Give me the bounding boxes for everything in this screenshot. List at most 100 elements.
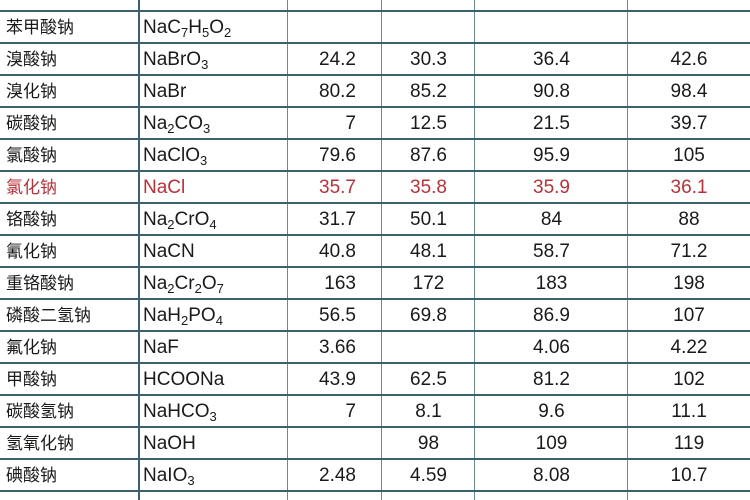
compound-name: 甲酸钠: [6, 370, 57, 390]
solubility-value: 43.9: [319, 369, 356, 390]
solubility-value: 119: [673, 433, 705, 454]
solubility-value: [382, 12, 475, 42]
solubility-value: 58.7: [533, 241, 570, 262]
column-divider: [381, 0, 382, 500]
compound-formula: Na2CO3: [143, 113, 211, 136]
table-row: 氯酸钠 NaClO3 79.6 87.6 95.9 105: [0, 138, 750, 170]
solubility-value: 105: [673, 145, 705, 166]
solubility-value: 9.6: [538, 401, 565, 422]
solubility-value: 198: [673, 273, 705, 294]
compound-name: 碳酸钠: [6, 114, 57, 134]
compound-formula: NaIO3: [143, 465, 195, 488]
compound-formula: NaF: [143, 337, 179, 358]
table-row: 苯甲酸钠 NaC7H5O2: [0, 10, 750, 42]
solubility-value: 79.6: [319, 145, 356, 166]
solubility-value: 48.1: [410, 241, 447, 262]
compound-name: 苯甲酸钠: [6, 18, 74, 38]
compound-formula: Na2Cr2O7: [143, 273, 224, 296]
solubility-value: 85.2: [410, 81, 447, 102]
solubility-value: 88: [678, 209, 700, 230]
compound-name: 氯化钠: [6, 178, 57, 198]
column-divider: [474, 0, 475, 500]
compound-formula: NaHCO3: [143, 401, 217, 424]
solubility-value: 30.3: [410, 49, 447, 70]
table-row: 氰化钠 NaCN 40.8 48.1 58.7 71.2: [0, 234, 750, 266]
solubility-value: 107: [673, 305, 705, 326]
compound-formula: NaH2PO4: [143, 305, 223, 328]
solubility-value: 71.2: [670, 241, 708, 262]
compound-name: 铬酸钠: [6, 210, 57, 230]
table-row: 碳酸氢钠 NaHCO3 7 8.1 9.6 11.1: [0, 394, 750, 426]
compound-formula: Na2CrO4: [143, 209, 217, 232]
compound-formula: NaBr: [143, 81, 187, 102]
table-row: 氢氧化钠 NaOH 98 109 119: [0, 426, 750, 458]
solubility-value: 81.2: [533, 369, 570, 390]
compound-formula: NaClO3: [143, 145, 208, 168]
compound-formula: NaCN: [143, 241, 195, 262]
solubility-value: [628, 12, 750, 42]
compound-formula: NaOH: [143, 433, 196, 454]
solubility-value: 31.7: [319, 209, 356, 230]
solubility-value: 8.1: [415, 401, 442, 422]
compound-name: 碳酸氢钠: [6, 402, 74, 422]
compound-formula: NaC7H5O2: [143, 17, 232, 40]
solubility-value: [475, 12, 628, 42]
solubility-value: 40.8: [319, 241, 356, 262]
solubility-value: 3.66: [319, 337, 356, 358]
table-row: 氯化钠 NaCl 35.7 35.8 35.9 36.1: [0, 170, 750, 202]
compound-name: 氰化钠: [6, 242, 57, 262]
solubility-value: 4.59: [410, 465, 447, 486]
compound-name: 氟化钠: [6, 338, 57, 358]
solubility-value: 21.5: [533, 113, 570, 134]
solubility-value: 163: [324, 273, 356, 294]
solubility-value: 8.08: [533, 465, 570, 486]
table-row-partial: [0, 490, 750, 492]
solubility-value: 35.7: [319, 177, 356, 198]
compound-name: 氯酸钠: [6, 146, 57, 166]
compound-formula: NaCl: [143, 177, 186, 198]
solubility-value: 95.9: [533, 145, 570, 166]
compound-name: 磷酸二氢钠: [6, 306, 91, 326]
solubility-value: 7: [345, 401, 356, 422]
table-row: 氟化钠 NaF 3.66 4.06 4.22: [0, 330, 750, 362]
table-row: 溴化钠 NaBr 80.2 85.2 90.8 98.4: [0, 74, 750, 106]
compound-name: 碘酸钠: [6, 466, 57, 486]
solubility-value: 12.5: [410, 113, 447, 134]
solubility-value: 4.22: [670, 337, 708, 358]
table-row: 碘酸钠 NaIO3 2.48 4.59 8.08 10.7: [0, 458, 750, 490]
table-row: 磷酸二氢钠 NaH2PO4 56.5 69.8 86.9 107: [0, 298, 750, 330]
column-divider: [287, 0, 288, 500]
solubility-value: 36.4: [533, 49, 570, 70]
table-row: 甲酸钠 HCOONa 43.9 62.5 81.2 102: [0, 362, 750, 394]
solubility-value: [288, 428, 382, 458]
compound-name: 重铬酸钠: [6, 274, 74, 294]
solubility-value: 98: [417, 433, 440, 454]
solubility-value: 183: [535, 273, 568, 294]
solubility-value: 50.1: [410, 209, 447, 230]
solubility-value: [288, 12, 382, 42]
solubility-value: 2.48: [319, 465, 356, 486]
compound-name: 溴酸钠: [6, 50, 57, 70]
table-row: 碳酸钠 Na2CO3 7 12.5 21.5 39.7: [0, 106, 750, 138]
solubility-value: 69.8: [410, 305, 447, 326]
compound-name: 氢氧化钠: [6, 434, 74, 454]
compound-formula: HCOONa: [143, 369, 225, 390]
solubility-value: 35.8: [410, 177, 447, 198]
solubility-value: 62.5: [410, 369, 447, 390]
solubility-value: 4.06: [533, 337, 570, 358]
solubility-value: 7: [345, 113, 356, 134]
solubility-value: 42.6: [670, 49, 708, 70]
table-row: 重铬酸钠 Na2Cr2O7 163 172 183 198: [0, 266, 750, 298]
solubility-value: 98.4: [670, 81, 708, 102]
solubility-value: 87.6: [410, 145, 447, 166]
column-divider: [627, 0, 628, 500]
solubility-value: 11.1: [671, 401, 707, 422]
table-row: 铬酸钠 Na2CrO4 31.7 50.1 84 88: [0, 202, 750, 234]
column-divider: [138, 0, 140, 500]
solubility-value: 84: [540, 209, 563, 230]
solubility-value: 36.1: [670, 177, 708, 198]
solubility-value: 10.7: [670, 465, 708, 486]
solubility-value: 56.5: [319, 305, 356, 326]
solubility-value: 24.2: [319, 49, 356, 70]
solubility-value: [382, 332, 475, 362]
